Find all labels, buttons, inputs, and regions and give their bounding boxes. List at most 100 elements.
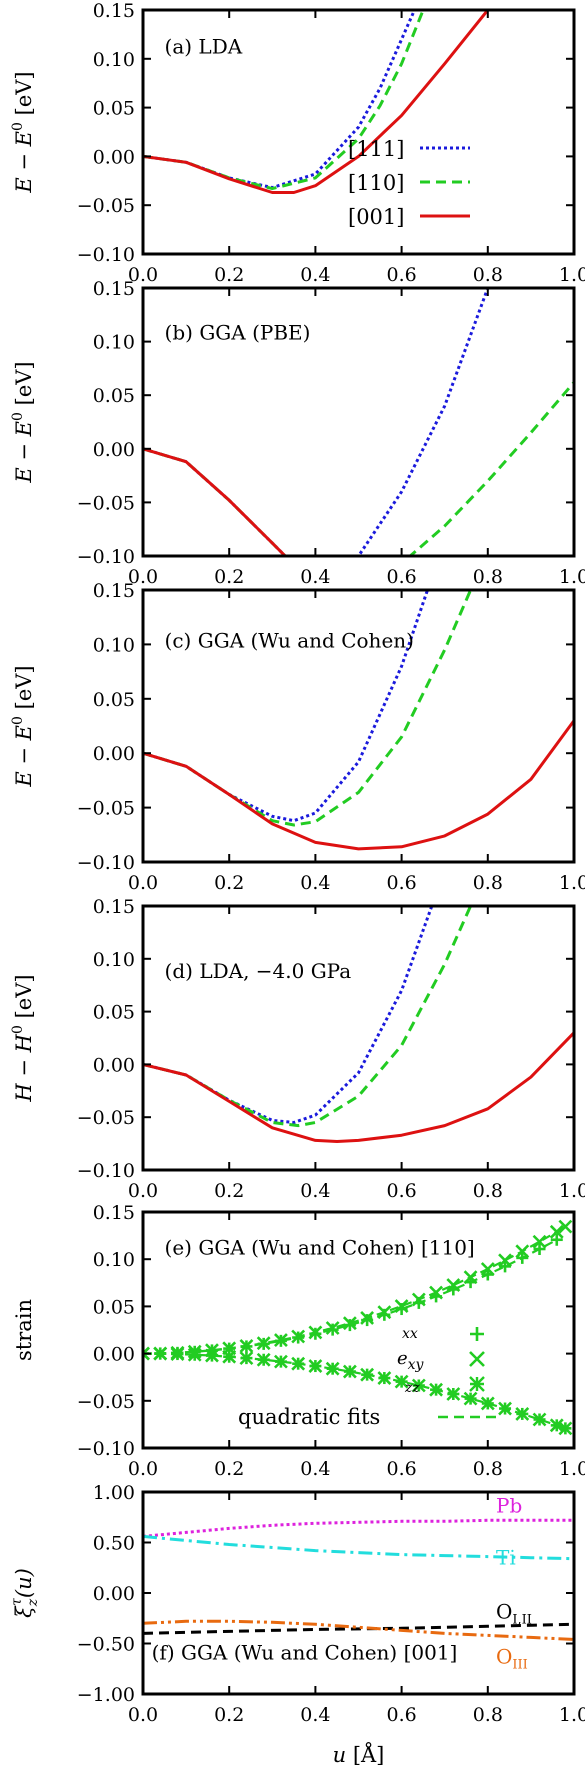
x-tick-label: 0.6 [386, 566, 416, 588]
y-tick-label: 0.50 [93, 1533, 135, 1555]
y-tick-label: −0.10 [77, 852, 135, 874]
y-tick-label: 0.15 [93, 896, 135, 918]
x-tick-label: 0.8 [473, 1704, 503, 1726]
y-tick-label: 0.10 [93, 49, 135, 71]
marker-star [463, 1391, 478, 1406]
plot-frame [141, 286, 576, 558]
y-tick-label: 0.00 [93, 439, 135, 461]
x-tick-label: 0.2 [214, 1180, 244, 1202]
panel-c: 0.0 0.2 0.4 0.6 0.8 1.0 0.15 0.10 0.05 0.00 −0.05 −… [10, 580, 585, 894]
y-tick-label: −0.10 [77, 1160, 135, 1182]
x-tick-label: 0.6 [386, 1704, 416, 1726]
marker-cross [446, 1278, 461, 1292]
series-c--111- [143, 590, 429, 823]
series-group [143, 288, 574, 556]
marker-cross [342, 1316, 357, 1331]
label-o-i-ii: OI,II [496, 1599, 532, 1627]
x-tick-label: 0.8 [473, 1458, 503, 1480]
x-tick-label: 1.0 [559, 566, 585, 588]
legend: xx exy zz quadratic fits [238, 1326, 496, 1429]
y-tick-label: 0.10 [93, 949, 135, 971]
series-group [143, 590, 574, 851]
x-tick-label: 0.6 [386, 264, 416, 286]
label-pb: Pb [496, 1493, 522, 1517]
y-tick-label: −0.05 [77, 1391, 135, 1413]
series-f-ti [143, 1534, 574, 1561]
y-tick-label: −0.05 [77, 1107, 135, 1129]
series-c--110- [143, 590, 472, 827]
y-tick-label: 0.05 [93, 98, 135, 120]
y-axis-label: E − E0 [eV] [10, 361, 36, 483]
marker-star [532, 1412, 547, 1427]
y-tick-label: 0.15 [93, 0, 135, 22]
legend-marker-star [469, 1376, 485, 1392]
panel-title: (e) GGA (Wu and Cohen) [110] [165, 1235, 475, 1259]
x-tick-label: 0.4 [300, 1704, 330, 1726]
marker-plus [550, 1233, 563, 1246]
legend-label: [110] [348, 171, 404, 195]
series-d--001- [143, 1031, 574, 1143]
marker-star [187, 1347, 202, 1362]
series-b--110- [143, 381, 574, 556]
y-tick-label: 0.00 [93, 1054, 135, 1076]
series-f-o-i-ii [143, 1622, 574, 1635]
x-tick-label: 0.0 [128, 1180, 158, 1202]
marker-cross [498, 1253, 512, 1268]
marker-star [480, 1396, 495, 1411]
marker-plus [499, 1260, 512, 1273]
x-tick-label: 0.6 [386, 1458, 416, 1480]
x-tick-label: 1.0 [559, 1180, 585, 1202]
panel-title: (c) GGA (Wu and Cohen) [165, 629, 414, 653]
x-tick-label: 0.4 [300, 872, 330, 894]
y-axis-label: E − E0 [eV] [10, 665, 36, 787]
y-tick-label: 0.10 [93, 1249, 135, 1271]
x-tick-label: 1.0 [559, 1704, 585, 1726]
x-tick-label: 0.8 [473, 566, 503, 588]
x-tick-label: 0.0 [128, 566, 158, 588]
marker-cross [558, 1219, 573, 1234]
legend-marker-cross [469, 1351, 485, 1367]
y-tick-label: −0.05 [77, 492, 135, 514]
x-tick-label: 0.2 [214, 1704, 244, 1726]
marker-plus [343, 1319, 356, 1332]
x-tick-label: 0.4 [300, 1458, 330, 1480]
series-e-e-zz-fit [143, 1352, 566, 1430]
label-o-iii: OIII [496, 1644, 528, 1672]
y-tick-label: 0.00 [93, 146, 135, 168]
y-tick-label: 0.15 [93, 1202, 135, 1224]
x-tick-label: 0.6 [386, 872, 416, 894]
x-tick-label: 0.2 [214, 264, 244, 286]
series-group [143, 906, 574, 1143]
series-labels: Pb Ti OI,II OIII [496, 1493, 532, 1672]
series-group [143, 1518, 574, 1641]
x-tick-label: 0.8 [473, 264, 503, 286]
series-a--001- [143, 10, 489, 194]
y-tick-label: −0.05 [77, 195, 135, 217]
x-tick-label: 0.4 [300, 1180, 330, 1202]
panel-title: (b) GGA (PBE) [165, 321, 311, 345]
y-tick-label: 1.00 [93, 1482, 135, 1504]
panel-d: 0.0 0.2 0.4 0.6 0.8 1.0 0.15 0.10 0.05 0.00 −0.05 −… [10, 896, 585, 1202]
series-d--111- [143, 906, 434, 1124]
series-group [143, 1219, 573, 1436]
series-c--001- [143, 719, 574, 851]
y-tick-label: 0.05 [93, 689, 135, 711]
marker-cross [325, 1321, 340, 1335]
x-tick-label: 1.0 [559, 1458, 585, 1480]
x-tick-label: 0.6 [386, 1180, 416, 1202]
plot-frame [141, 8, 576, 256]
x-tick-label: 0.0 [128, 1458, 158, 1480]
y-tick-label: −0.10 [77, 1438, 135, 1460]
x-tick-label: 1.0 [559, 872, 585, 894]
y-tick-label: 0.05 [93, 1002, 135, 1024]
marker-cross [274, 1333, 288, 1348]
x-tick-label: 0.4 [300, 566, 330, 588]
panel-title: (f) GGA (Wu and Cohen) [001] [152, 1641, 458, 1665]
panel-title: (a) LDA [165, 34, 243, 58]
y-tick-label: −0.10 [77, 244, 135, 266]
legend-label: [001] [348, 205, 404, 229]
legend-label: xx [402, 1326, 418, 1342]
y-tick-label: −0.05 [77, 798, 135, 820]
panel-f: 0.0 0.2 0.4 0.6 0.8 1.0 1.00 0.50 0.00 −0.50 −1.00… [9, 1482, 585, 1767]
series-a--110- [143, 10, 425, 191]
